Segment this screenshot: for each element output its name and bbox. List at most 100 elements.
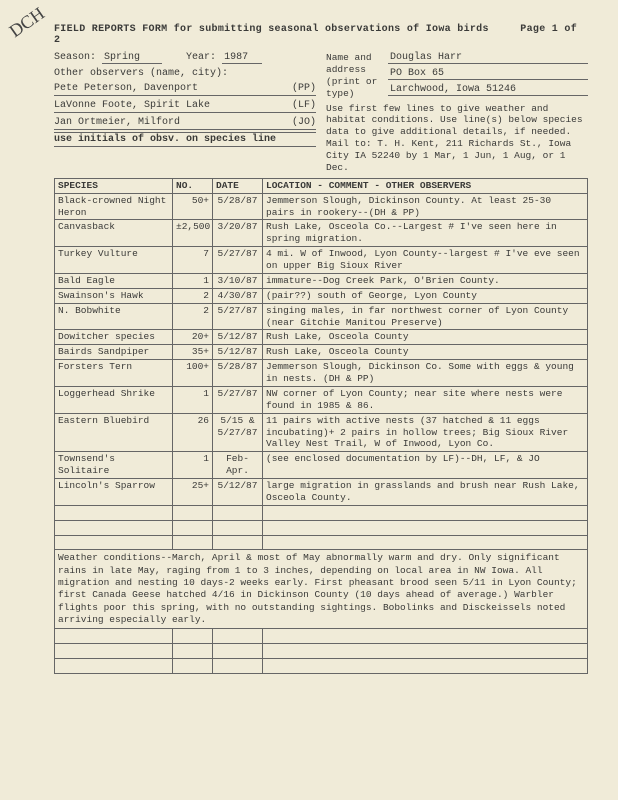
date-cell: Feb-Apr. — [213, 452, 263, 479]
number-cell: 50+ — [173, 193, 213, 220]
species-cell: Canvasback — [55, 220, 173, 247]
species-cell: Eastern Bluebird — [55, 413, 173, 452]
table-row: N. Bobwhite25/27/87singing males, in far… — [55, 303, 588, 330]
col-no: NO. — [173, 178, 213, 193]
table-row: Canvasback±2,5003/20/87Rush Lake, Osceol… — [55, 220, 588, 247]
year-label: Year: — [186, 52, 216, 63]
observer-name: Jan Ortmeier, Milford — [54, 117, 180, 128]
weather-notes-row: Weather conditions--March, April & most … — [55, 550, 588, 629]
empty-row — [55, 644, 588, 659]
observer-1: Pete Peterson, Davenport (PP) — [54, 83, 316, 96]
location-cell: 11 pairs with active nests (37 hatched &… — [263, 413, 588, 452]
observer-initials: (LF) — [292, 100, 316, 111]
date-cell: 3/20/87 — [213, 220, 263, 247]
col-sp: SPECIES — [55, 178, 173, 193]
location-cell: Jemmerson Slough, Dickinson County. At l… — [263, 193, 588, 220]
form-title-row: FIELD REPORTS FORM for submitting season… — [54, 24, 588, 46]
observer-initials: (JO) — [292, 117, 316, 128]
species-cell: N. Bobwhite — [55, 303, 173, 330]
location-cell: Jemmerson Slough, Dickinson Co. Some wit… — [263, 360, 588, 387]
reporter-addr1: PO Box 65 — [388, 68, 588, 80]
observer-name: Pete Peterson, Davenport — [54, 83, 198, 94]
table-row: Swainson's Hawk24/30/87(pair??) south of… — [55, 288, 588, 303]
species-table: SPECIESNO.DATELOCATION - COMMENT - OTHER… — [54, 178, 588, 674]
table-row: Dowitcher species20+5/12/87Rush Lake, Os… — [55, 330, 588, 345]
date-cell: 5/27/87 — [213, 247, 263, 274]
location-cell: large migration in grasslands and brush … — [263, 479, 588, 506]
number-cell: ±2,500 — [173, 220, 213, 247]
reporter-addr2: Larchwood, Iowa 51246 — [388, 84, 588, 96]
table-row: Bairds Sandpiper35+5/12/87Rush Lake, Osc… — [55, 345, 588, 360]
form-header: Season: Spring Year: 1987 Other observer… — [54, 52, 588, 174]
species-cell: Bairds Sandpiper — [55, 345, 173, 360]
species-cell: Dowitcher species — [55, 330, 173, 345]
table-row: Turkey Vulture75/27/874 mi. W of Inwood,… — [55, 247, 588, 274]
species-cell: Loggerhead Shrike — [55, 386, 173, 413]
number-cell: 1 — [173, 452, 213, 479]
date-cell: 5/27/87 — [213, 386, 263, 413]
table-row: Black-crowned Night Heron50+5/28/87Jemme… — [55, 193, 588, 220]
empty-row — [55, 505, 588, 520]
season-value: Spring — [102, 52, 162, 64]
empty-row — [55, 535, 588, 550]
observer-initials: (PP) — [292, 83, 316, 94]
date-cell: 5/28/87 — [213, 193, 263, 220]
date-cell: 5/12/87 — [213, 345, 263, 360]
species-cell: Townsend's Solitaire — [55, 452, 173, 479]
weather-notes: Weather conditions--March, April & most … — [55, 550, 588, 629]
col-loc: LOCATION - COMMENT - OTHER OBSERVERS — [263, 178, 588, 193]
name-address-label: Name and address (print or type) — [326, 52, 382, 100]
season-label: Season: — [54, 52, 96, 63]
empty-row — [55, 520, 588, 535]
location-cell: (see enclosed documentation by LF)--DH, … — [263, 452, 588, 479]
table-row: Forsters Tern100+5/28/87Jemmerson Slough… — [55, 360, 588, 387]
location-cell: (pair??) south of George, Lyon County — [263, 288, 588, 303]
number-cell: 20+ — [173, 330, 213, 345]
location-cell: Rush Lake, Osceola County — [263, 345, 588, 360]
form-instructions: Use first few lines to give weather and … — [326, 103, 588, 174]
date-cell: 5/15 & 5/27/87 — [213, 413, 263, 452]
number-cell: 7 — [173, 247, 213, 274]
table-row: Bald Eagle13/10/87immature--Dog Creek Pa… — [55, 273, 588, 288]
number-cell: 2 — [173, 303, 213, 330]
number-cell: 1 — [173, 273, 213, 288]
observer-name: LaVonne Foote, Spirit Lake — [54, 100, 210, 111]
number-cell: 100+ — [173, 360, 213, 387]
table-row: Lincoln's Sparrow25+5/12/87large migrati… — [55, 479, 588, 506]
date-cell: 5/12/87 — [213, 330, 263, 345]
table-row: Loggerhead Shrike15/27/87NW corner of Ly… — [55, 386, 588, 413]
handwritten-note: DCH — [5, 3, 48, 42]
species-cell: Swainson's Hawk — [55, 288, 173, 303]
number-cell: 2 — [173, 288, 213, 303]
number-cell: 25+ — [173, 479, 213, 506]
number-cell: 26 — [173, 413, 213, 452]
observer-3: Jan Ortmeier, Milford (JO) — [54, 117, 316, 130]
col-date: DATE — [213, 178, 263, 193]
date-cell: 5/28/87 — [213, 360, 263, 387]
species-cell: Forsters Tern — [55, 360, 173, 387]
other-observers-label: Other observers (name, city): — [54, 68, 316, 79]
location-cell: Rush Lake, Osceola Co.--Largest # I've s… — [263, 220, 588, 247]
location-cell: singing males, in far northwest corner o… — [263, 303, 588, 330]
species-cell: Black-crowned Night Heron — [55, 193, 173, 220]
date-cell: 5/27/87 — [213, 303, 263, 330]
date-cell: 5/12/87 — [213, 479, 263, 506]
empty-row — [55, 629, 588, 644]
species-cell: Turkey Vulture — [55, 247, 173, 274]
year-value: 1987 — [222, 52, 262, 64]
form-title: FIELD REPORTS FORM for submitting season… — [54, 24, 489, 35]
observer-2: LaVonne Foote, Spirit Lake (LF) — [54, 100, 316, 113]
table-row: Townsend's Solitaire1Feb-Apr.(see enclos… — [55, 452, 588, 479]
location-cell: Rush Lake, Osceola County — [263, 330, 588, 345]
location-cell: immature--Dog Creek Park, O'Brien County… — [263, 273, 588, 288]
reporter-name: Douglas Harr — [388, 52, 588, 64]
location-cell: 4 mi. W of Inwood, Lyon County--largest … — [263, 247, 588, 274]
empty-row — [55, 659, 588, 674]
species-cell: Lincoln's Sparrow — [55, 479, 173, 506]
date-cell: 4/30/87 — [213, 288, 263, 303]
date-cell: 3/10/87 — [213, 273, 263, 288]
number-cell: 1 — [173, 386, 213, 413]
number-cell: 35+ — [173, 345, 213, 360]
location-cell: NW corner of Lyon County; near site wher… — [263, 386, 588, 413]
initials-instruction: use initials of obsv. on species line — [54, 132, 316, 147]
